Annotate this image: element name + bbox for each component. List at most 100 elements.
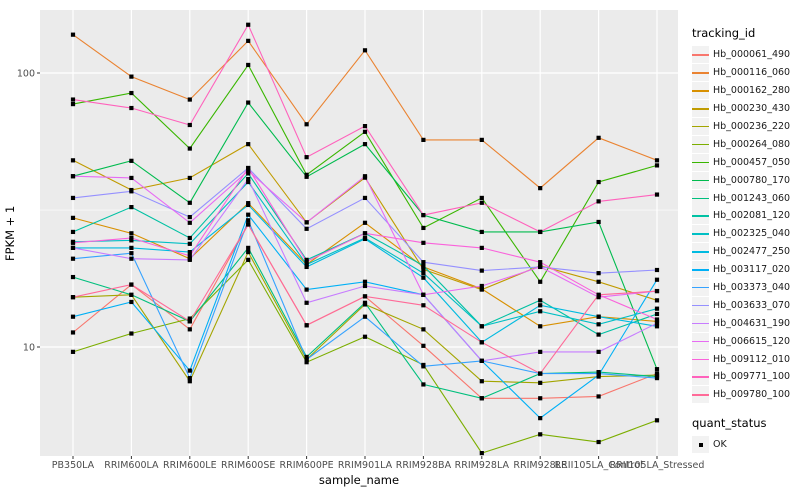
data-point	[421, 327, 426, 332]
data-point	[304, 357, 309, 362]
data-point	[479, 137, 484, 142]
data-point	[421, 271, 426, 276]
data-point	[70, 256, 76, 261]
data-point	[129, 90, 134, 96]
legend-label: Hb_009112_010	[713, 353, 791, 365]
x-tick-label: RRIM600PE	[280, 460, 334, 471]
data-point	[538, 303, 543, 308]
data-point	[129, 282, 134, 287]
data-point	[538, 432, 543, 437]
data-point	[596, 394, 601, 399]
data-point	[187, 376, 192, 381]
data-point	[187, 200, 192, 205]
data-point	[70, 32, 76, 37]
data-point	[479, 340, 484, 345]
data-point	[596, 295, 601, 300]
data-point	[654, 192, 660, 197]
data-point	[479, 229, 484, 235]
x-tick-label: RRII105LA_Control	[555, 460, 643, 471]
data-point	[596, 371, 601, 376]
legend-item-Hb_000116_060: Hb_000116_060	[692, 64, 798, 82]
data-point	[187, 214, 192, 220]
data-point	[479, 358, 484, 363]
legend-item-Hb_002325_040: Hb_002325_040	[692, 225, 798, 243]
data-point	[654, 277, 660, 282]
data-point	[654, 267, 660, 273]
data-point	[421, 137, 426, 142]
legend-label: Hb_000780_170	[713, 174, 791, 186]
data-point	[421, 343, 426, 348]
legend-item-Hb_003373_040: Hb_003373_040	[692, 279, 798, 297]
data-point	[304, 264, 309, 270]
data-point	[304, 323, 309, 328]
data-point	[362, 236, 368, 242]
data-point	[246, 249, 251, 255]
data-point	[187, 316, 192, 321]
data-point	[596, 349, 601, 354]
data-point	[362, 220, 368, 225]
legend-item-Hb_000457_050: Hb_000457_050	[692, 153, 798, 171]
legend-key-icon	[692, 261, 709, 279]
legend-item-Hb_006615_120: Hb_006615_120	[692, 332, 798, 350]
legend-label: Hb_003117_020	[713, 264, 791, 276]
legend-label: Hb_002477_250	[713, 246, 791, 258]
data-point	[129, 256, 134, 261]
legend-key-icon	[692, 171, 709, 189]
data-point	[70, 330, 76, 335]
legend-label: Hb_003373_040	[713, 282, 791, 294]
data-point	[129, 238, 134, 243]
legend-key-icon	[692, 225, 709, 243]
data-point	[596, 135, 601, 140]
data-point	[421, 303, 426, 308]
data-point	[187, 122, 192, 128]
data-point	[538, 260, 543, 265]
legend-line-icon	[692, 126, 709, 128]
data-point	[596, 271, 601, 276]
y-tick-label: 100	[17, 69, 35, 80]
legend-item-Hb_009112_010: Hb_009112_010	[692, 350, 798, 368]
data-point	[479, 200, 484, 205]
legend-key-icon	[692, 296, 709, 314]
data-point	[70, 295, 76, 300]
legend-line-icon	[692, 54, 709, 56]
data-point	[304, 226, 309, 231]
data-point	[479, 268, 484, 273]
data-point	[304, 122, 309, 127]
data-point	[596, 322, 601, 327]
legend-title-quant-status: quant_status	[692, 415, 767, 430]
legend-line-icon	[692, 161, 709, 164]
data-point	[246, 62, 251, 68]
data-point	[187, 327, 192, 332]
legend-label: Hb_009771_100	[713, 371, 791, 383]
legend-line-icon	[692, 72, 709, 74]
legend-title-tracking-id: tracking_id	[692, 26, 756, 40]
legend-line-icon	[692, 215, 709, 217]
data-point	[70, 158, 76, 163]
x-tick-label: RRIM600LA	[104, 460, 159, 471]
y-axis-title: FPKM + 1	[3, 205, 17, 261]
data-point	[654, 158, 660, 163]
data-point	[479, 287, 484, 292]
data-point	[246, 171, 251, 176]
legend-label: Hb_000230_430	[713, 103, 791, 115]
data-point	[70, 174, 76, 179]
data-point	[129, 105, 134, 111]
data-point	[129, 331, 134, 336]
data-point	[246, 179, 251, 185]
data-point	[70, 314, 76, 319]
data-point	[304, 174, 309, 179]
data-point	[70, 215, 76, 220]
data-point	[129, 189, 134, 194]
legend-label: Hb_002081_120	[713, 210, 791, 222]
data-point	[187, 241, 192, 246]
data-point	[421, 267, 426, 272]
legend-key-icon	[692, 153, 709, 171]
legend-item-Hb_000236_220: Hb_000236_220	[692, 118, 798, 136]
data-point	[538, 349, 543, 354]
legend-item-Hb_004631_190: Hb_004631_190	[692, 314, 798, 332]
data-point	[421, 260, 426, 265]
legend-item-Hb_000780_170: Hb_000780_170	[692, 171, 798, 189]
data-point	[421, 263, 426, 268]
legend-label: Hb_006615_120	[713, 335, 791, 347]
legend-label: Hb_000162_280	[713, 85, 791, 97]
